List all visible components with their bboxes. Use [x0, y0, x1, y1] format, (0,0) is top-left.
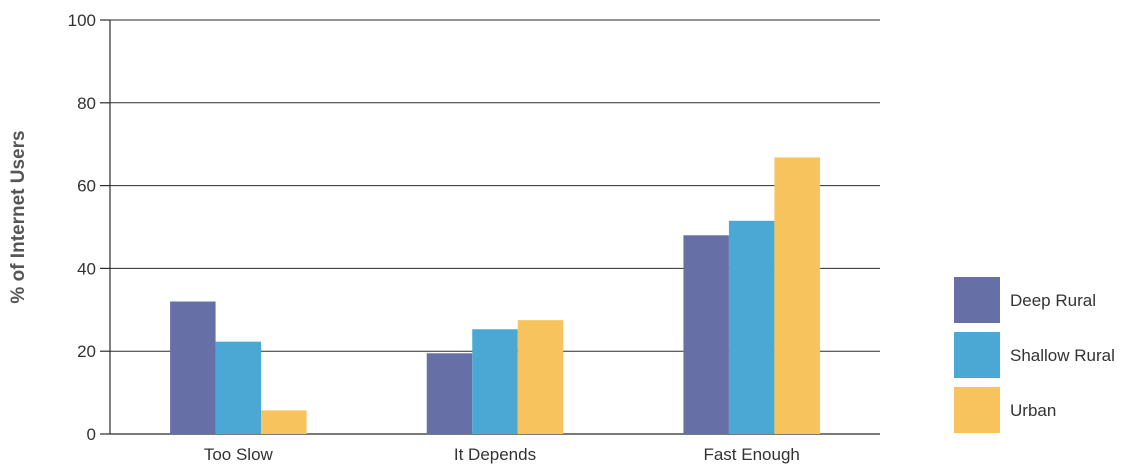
y-tick-label: 0 [87, 425, 96, 444]
bar [472, 329, 518, 434]
x-category-label: It Depends [454, 445, 536, 464]
legend-swatch [954, 332, 1000, 378]
bar [261, 410, 307, 434]
legend: Deep Rural Shallow Rural Urban [954, 277, 1115, 433]
y-tick-label: 80 [77, 94, 96, 113]
bar [215, 341, 262, 434]
y-tick-label: 100 [68, 11, 96, 30]
x-category-label: Too Slow [204, 445, 274, 464]
x-category-label: Fast Enough [703, 445, 799, 464]
y-tick-labels: 0 20 40 60 80 100 [68, 11, 96, 444]
legend-label: Shallow Rural [1010, 346, 1115, 365]
legend-label: Urban [1010, 401, 1056, 420]
bar [728, 220, 775, 434]
bars [170, 157, 820, 434]
legend-swatch [954, 277, 1000, 323]
bar [517, 320, 564, 434]
bar [774, 157, 820, 434]
x-category-labels: Too Slow It Depends Fast Enough [204, 445, 800, 464]
y-tick-label: 20 [77, 342, 96, 361]
legend-swatch [954, 387, 1000, 433]
bar [426, 353, 473, 434]
y-tick-label: 40 [77, 259, 96, 278]
y-axis-label: % of Internet Users [8, 130, 29, 303]
bar [170, 301, 216, 434]
y-tick-label: 60 [77, 177, 96, 196]
bar [683, 235, 729, 434]
legend-label: Deep Rural [1010, 291, 1096, 310]
